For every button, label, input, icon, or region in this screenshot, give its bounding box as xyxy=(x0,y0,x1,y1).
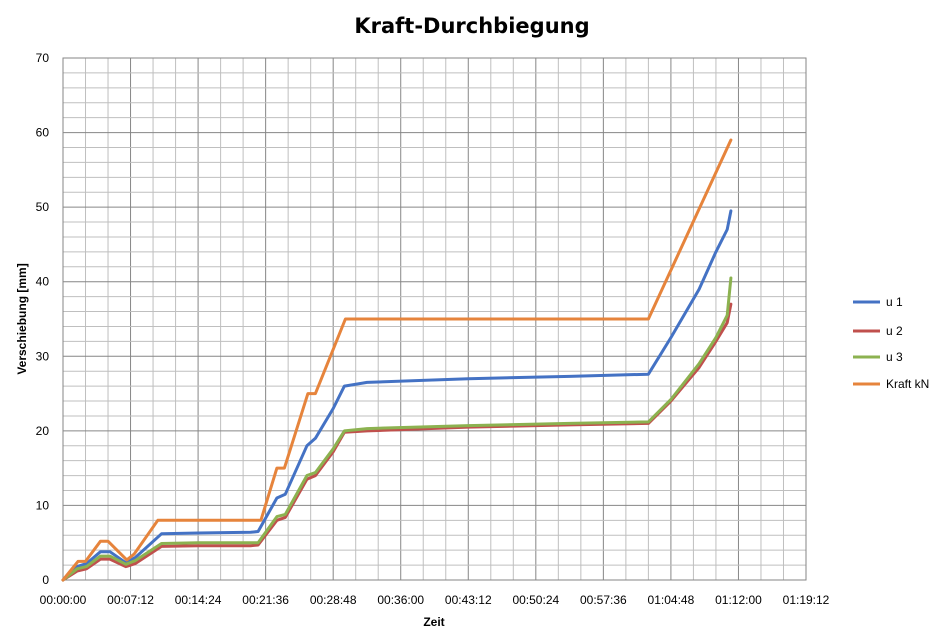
x-tick-label: 00:14:24 xyxy=(175,593,222,607)
x-tick-label: 01:04:48 xyxy=(648,593,695,607)
legend-label: u 2 xyxy=(886,324,903,338)
y-tick-label: 60 xyxy=(36,126,50,140)
x-tick-label: 00:43:12 xyxy=(445,593,492,607)
y-axis-label: Verschiebung [mm] xyxy=(15,263,29,374)
series-line-3 xyxy=(61,276,733,582)
y-tick-label: 40 xyxy=(36,275,50,289)
grid xyxy=(63,58,806,580)
x-axis-label: Zeit xyxy=(423,615,444,629)
y-tick-label: 0 xyxy=(42,573,49,587)
x-tick-label: 00:00:00 xyxy=(40,593,87,607)
chart-title: Kraft-Durchbiegung xyxy=(354,14,589,38)
y-tick-label: 70 xyxy=(36,51,50,65)
plot-area-border xyxy=(62,57,807,581)
y-tick-label: 50 xyxy=(36,200,50,214)
legend: u 1 u 2 u 3 Kraft kN xyxy=(853,295,929,391)
x-tick-label: 00:57:36 xyxy=(580,593,627,607)
legend-label: Kraft kN xyxy=(886,377,929,391)
series-line-1 xyxy=(61,209,733,582)
x-tick-label: 00:21:36 xyxy=(242,593,289,607)
x-tick-label: 01:19:12 xyxy=(783,593,830,607)
x-tick-label: 00:50:24 xyxy=(512,593,559,607)
x-tick-label: 01:12:00 xyxy=(715,593,762,607)
legend-label: u 3 xyxy=(886,350,903,364)
x-tick-label: 00:28:48 xyxy=(310,593,357,607)
x-axis-ticks: 00:00:00 00:07:12 00:14:24 00:21:36 00:28:48… xyxy=(40,593,830,607)
y-tick-label: 20 xyxy=(36,424,50,438)
x-tick-label: 00:07:12 xyxy=(107,593,154,607)
series-line-4 xyxy=(61,138,733,582)
y-tick-label: 30 xyxy=(36,349,50,363)
y-axis-ticks: 0 10 20 30 40 50 60 70 xyxy=(36,51,50,587)
legend-label: u 1 xyxy=(886,295,903,309)
y-tick-label: 10 xyxy=(36,498,50,512)
x-tick-label: 00:36:00 xyxy=(377,593,424,607)
series-layer xyxy=(61,138,733,582)
